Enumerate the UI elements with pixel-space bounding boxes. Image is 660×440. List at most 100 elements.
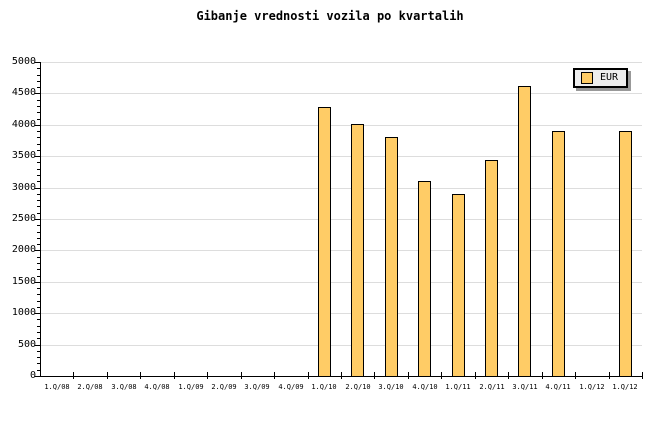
gridline (41, 345, 642, 346)
bar (452, 194, 465, 377)
x-axis-label: 1.Q/11 (445, 383, 471, 391)
y-axis-minor-tick (37, 301, 40, 302)
x-axis-tick (408, 372, 409, 379)
x-axis-tick (207, 372, 208, 379)
x-axis-label: 2.Q/11 (479, 383, 505, 391)
bar (318, 107, 331, 377)
bar (351, 124, 364, 377)
y-axis-minor-tick (37, 81, 40, 82)
y-axis-minor-tick (37, 326, 40, 327)
y-axis-minor-tick (37, 100, 40, 101)
y-axis-minor-tick (37, 288, 40, 289)
gridline (41, 125, 642, 126)
x-axis-label: 4.Q/11 (545, 383, 571, 391)
y-axis-label: 2000 (11, 244, 36, 255)
y-axis-label: 4500 (11, 87, 36, 98)
x-axis-tick (241, 372, 242, 379)
y-axis-label: 0 (29, 370, 36, 381)
y-axis-tick (35, 125, 40, 126)
gridline (41, 93, 642, 94)
x-axis-label: 1.Q/08 (44, 383, 70, 391)
x-axis-tick (73, 372, 74, 379)
y-axis-minor-tick (37, 181, 40, 182)
bar (552, 131, 565, 377)
x-axis-tick (274, 372, 275, 379)
y-axis-tick (35, 345, 40, 346)
y-axis-tick (35, 313, 40, 314)
y-axis-minor-tick (37, 232, 40, 233)
x-axis-label: 4.Q/08 (144, 383, 170, 391)
y-axis-tick (35, 376, 40, 377)
legend-label: EUR (600, 72, 619, 83)
y-axis-minor-tick (37, 206, 40, 207)
y-axis-minor-tick (37, 269, 40, 270)
gridline (41, 250, 642, 251)
y-axis-minor-tick (37, 68, 40, 69)
x-axis-label: 1.Q/12 (612, 383, 638, 391)
x-axis-tick (508, 372, 509, 379)
y-axis-label: 3500 (11, 150, 36, 161)
x-axis-tick (475, 372, 476, 379)
y-axis-tick (35, 156, 40, 157)
y-axis-minor-tick (37, 332, 40, 333)
x-axis-tick (341, 372, 342, 379)
y-axis-minor-tick (37, 351, 40, 352)
gridline (41, 219, 642, 220)
chart-title: Gibanje vrednosti vozila po kvartalih (196, 9, 464, 23)
x-axis-tick (308, 372, 309, 379)
x-axis-tick (107, 372, 108, 379)
y-axis-tick (35, 282, 40, 283)
y-axis-minor-tick (37, 169, 40, 170)
gridline (41, 282, 642, 283)
y-axis-label: 4000 (11, 119, 36, 130)
x-axis-label: 3.Q/11 (512, 383, 538, 391)
y-axis-minor-tick (37, 119, 40, 120)
gridline (41, 62, 642, 63)
legend-swatch-icon (581, 72, 593, 84)
y-axis-minor-tick (37, 131, 40, 132)
y-axis-minor-tick (37, 370, 40, 371)
y-axis-tick (35, 188, 40, 189)
gridline (41, 156, 642, 157)
y-axis-label: 3000 (11, 182, 36, 193)
legend: EUR (573, 68, 628, 88)
y-axis-minor-tick (37, 307, 40, 308)
x-axis-label: 1.Q/09 (178, 383, 204, 391)
y-axis-tick (35, 62, 40, 63)
y-axis-minor-tick (37, 162, 40, 163)
y-axis-label: 500 (17, 339, 36, 350)
x-axis-label: 3.Q/08 (111, 383, 137, 391)
bar (385, 137, 398, 377)
x-axis-tick (140, 372, 141, 379)
y-axis-minor-tick (37, 112, 40, 113)
x-axis-tick (642, 372, 643, 379)
x-axis-label: 1.Q/12 (579, 383, 605, 391)
x-axis-label: 3.Q/10 (378, 383, 404, 391)
x-axis-label: 4.Q/09 (278, 383, 304, 391)
y-axis-minor-tick (37, 319, 40, 320)
y-axis-tick (35, 250, 40, 251)
y-axis-minor-tick (37, 194, 40, 195)
x-axis-label: 1.Q/10 (311, 383, 337, 391)
x-axis-label: 2.Q/09 (211, 383, 237, 391)
bar (485, 160, 498, 377)
bar (418, 181, 431, 377)
y-axis-minor-tick (37, 294, 40, 295)
y-axis-tick (35, 93, 40, 94)
y-axis-minor-tick (37, 238, 40, 239)
x-axis-tick (374, 372, 375, 379)
y-axis-minor-tick (37, 75, 40, 76)
bar (518, 86, 531, 377)
y-axis-minor-tick (37, 106, 40, 107)
x-axis-tick (441, 372, 442, 379)
y-axis-minor-tick (37, 363, 40, 364)
y-axis-minor-tick (37, 144, 40, 145)
x-axis-label: 4.Q/10 (412, 383, 438, 391)
y-axis-minor-tick (37, 137, 40, 138)
y-axis-minor-tick (37, 257, 40, 258)
y-axis-minor-tick (37, 276, 40, 277)
y-axis-label: 5000 (11, 56, 36, 67)
bar (619, 131, 632, 377)
gridline (41, 313, 642, 314)
